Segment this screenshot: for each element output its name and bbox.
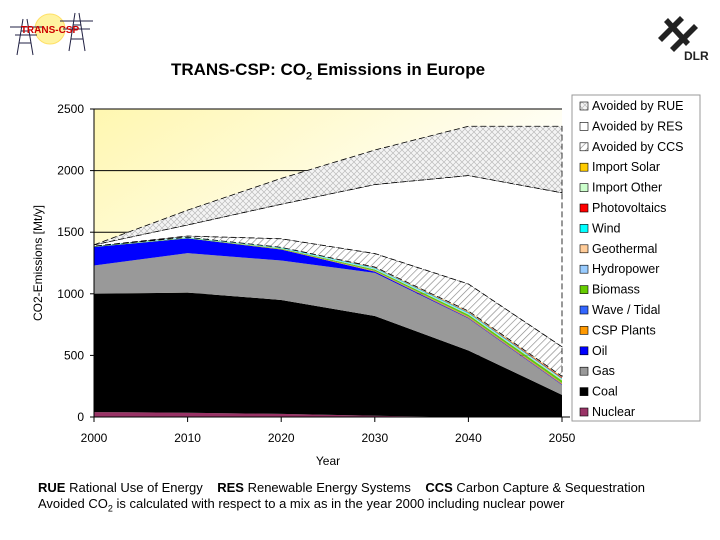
x-tick-label: 2050 bbox=[549, 431, 576, 445]
y-tick-label: 1500 bbox=[57, 225, 84, 239]
y-tick-label: 2000 bbox=[57, 164, 84, 178]
legend-swatch bbox=[579, 326, 589, 335]
legend-label: Import Other bbox=[592, 181, 662, 195]
y-tick-label: 0 bbox=[77, 410, 84, 424]
legend-label: Coal bbox=[592, 385, 618, 399]
legend-swatch bbox=[579, 407, 589, 417]
legend-label: Avoided by RUE bbox=[592, 99, 684, 113]
area-oil bbox=[94, 238, 562, 385]
legend-swatch bbox=[579, 101, 589, 111]
legend-label: Avoided by RES bbox=[592, 119, 683, 133]
legend-label: Import Solar bbox=[592, 160, 660, 174]
legend bbox=[571, 94, 701, 422]
legend-label: Biomass bbox=[592, 283, 640, 297]
area-coal bbox=[94, 292, 562, 417]
y-tick-label: 500 bbox=[64, 348, 84, 362]
y-tick-label: 1000 bbox=[57, 287, 84, 301]
legend-swatch bbox=[579, 224, 589, 233]
area-avoided-by-rue bbox=[93, 125, 563, 246]
x-tick-label: 2000 bbox=[81, 431, 108, 445]
logo-left-text: TRANS-CSP bbox=[21, 25, 80, 36]
area-avoided-by-ccs bbox=[93, 235, 563, 378]
area-nuclear bbox=[94, 412, 562, 417]
legend-label: Wave / Tidal bbox=[592, 303, 660, 317]
y-tick-label: 2500 bbox=[57, 102, 84, 116]
legend-swatch bbox=[579, 183, 589, 192]
legend-label: Gas bbox=[592, 364, 615, 378]
x-tick-label: 2020 bbox=[268, 431, 295, 445]
area-gas bbox=[94, 253, 562, 395]
page-title: TRANS-CSP: CO2 Emissions in Europe bbox=[170, 60, 486, 83]
legend-swatch bbox=[579, 203, 589, 213]
legend-swatch bbox=[579, 244, 589, 254]
logo-right-text: DLR bbox=[684, 49, 709, 63]
legend-swatch bbox=[579, 387, 589, 396]
legend-label: Nuclear bbox=[592, 405, 635, 419]
legend-swatch bbox=[579, 346, 589, 356]
y-axis-label: CO2-Emissions [Mt/y] bbox=[31, 205, 45, 321]
trans-csp-logo: TRANS-CSP bbox=[10, 12, 93, 56]
x-tick-label: 2040 bbox=[455, 431, 482, 445]
legend-swatch bbox=[579, 264, 589, 274]
legend-swatch bbox=[579, 142, 589, 152]
legend-swatch bbox=[579, 122, 589, 131]
legend-label: Hydropower bbox=[592, 262, 659, 276]
footnote-avoided-note: Avoided CO2 is calculated with respect t… bbox=[38, 496, 565, 514]
legend-label: Photovoltaics bbox=[592, 201, 666, 215]
legend-label: Oil bbox=[592, 344, 607, 358]
legend-label: Wind bbox=[592, 221, 621, 235]
footnote-abbreviations: RUE Rational Use of Energy RES Renewable… bbox=[38, 480, 646, 495]
x-tick-label: 2010 bbox=[174, 431, 201, 445]
legend-swatch bbox=[579, 305, 589, 315]
legend-label: Geothermal bbox=[592, 242, 657, 256]
x-axis-label: Year bbox=[316, 454, 340, 468]
dlr-logo: DLR bbox=[658, 16, 709, 63]
legend-swatch bbox=[579, 162, 589, 172]
legend-swatch bbox=[579, 285, 589, 294]
legend-label: CSP Plants bbox=[592, 323, 656, 337]
x-tick-label: 2030 bbox=[361, 431, 388, 445]
legend-label: Avoided by CCS bbox=[592, 140, 684, 154]
legend-swatch bbox=[579, 366, 589, 376]
